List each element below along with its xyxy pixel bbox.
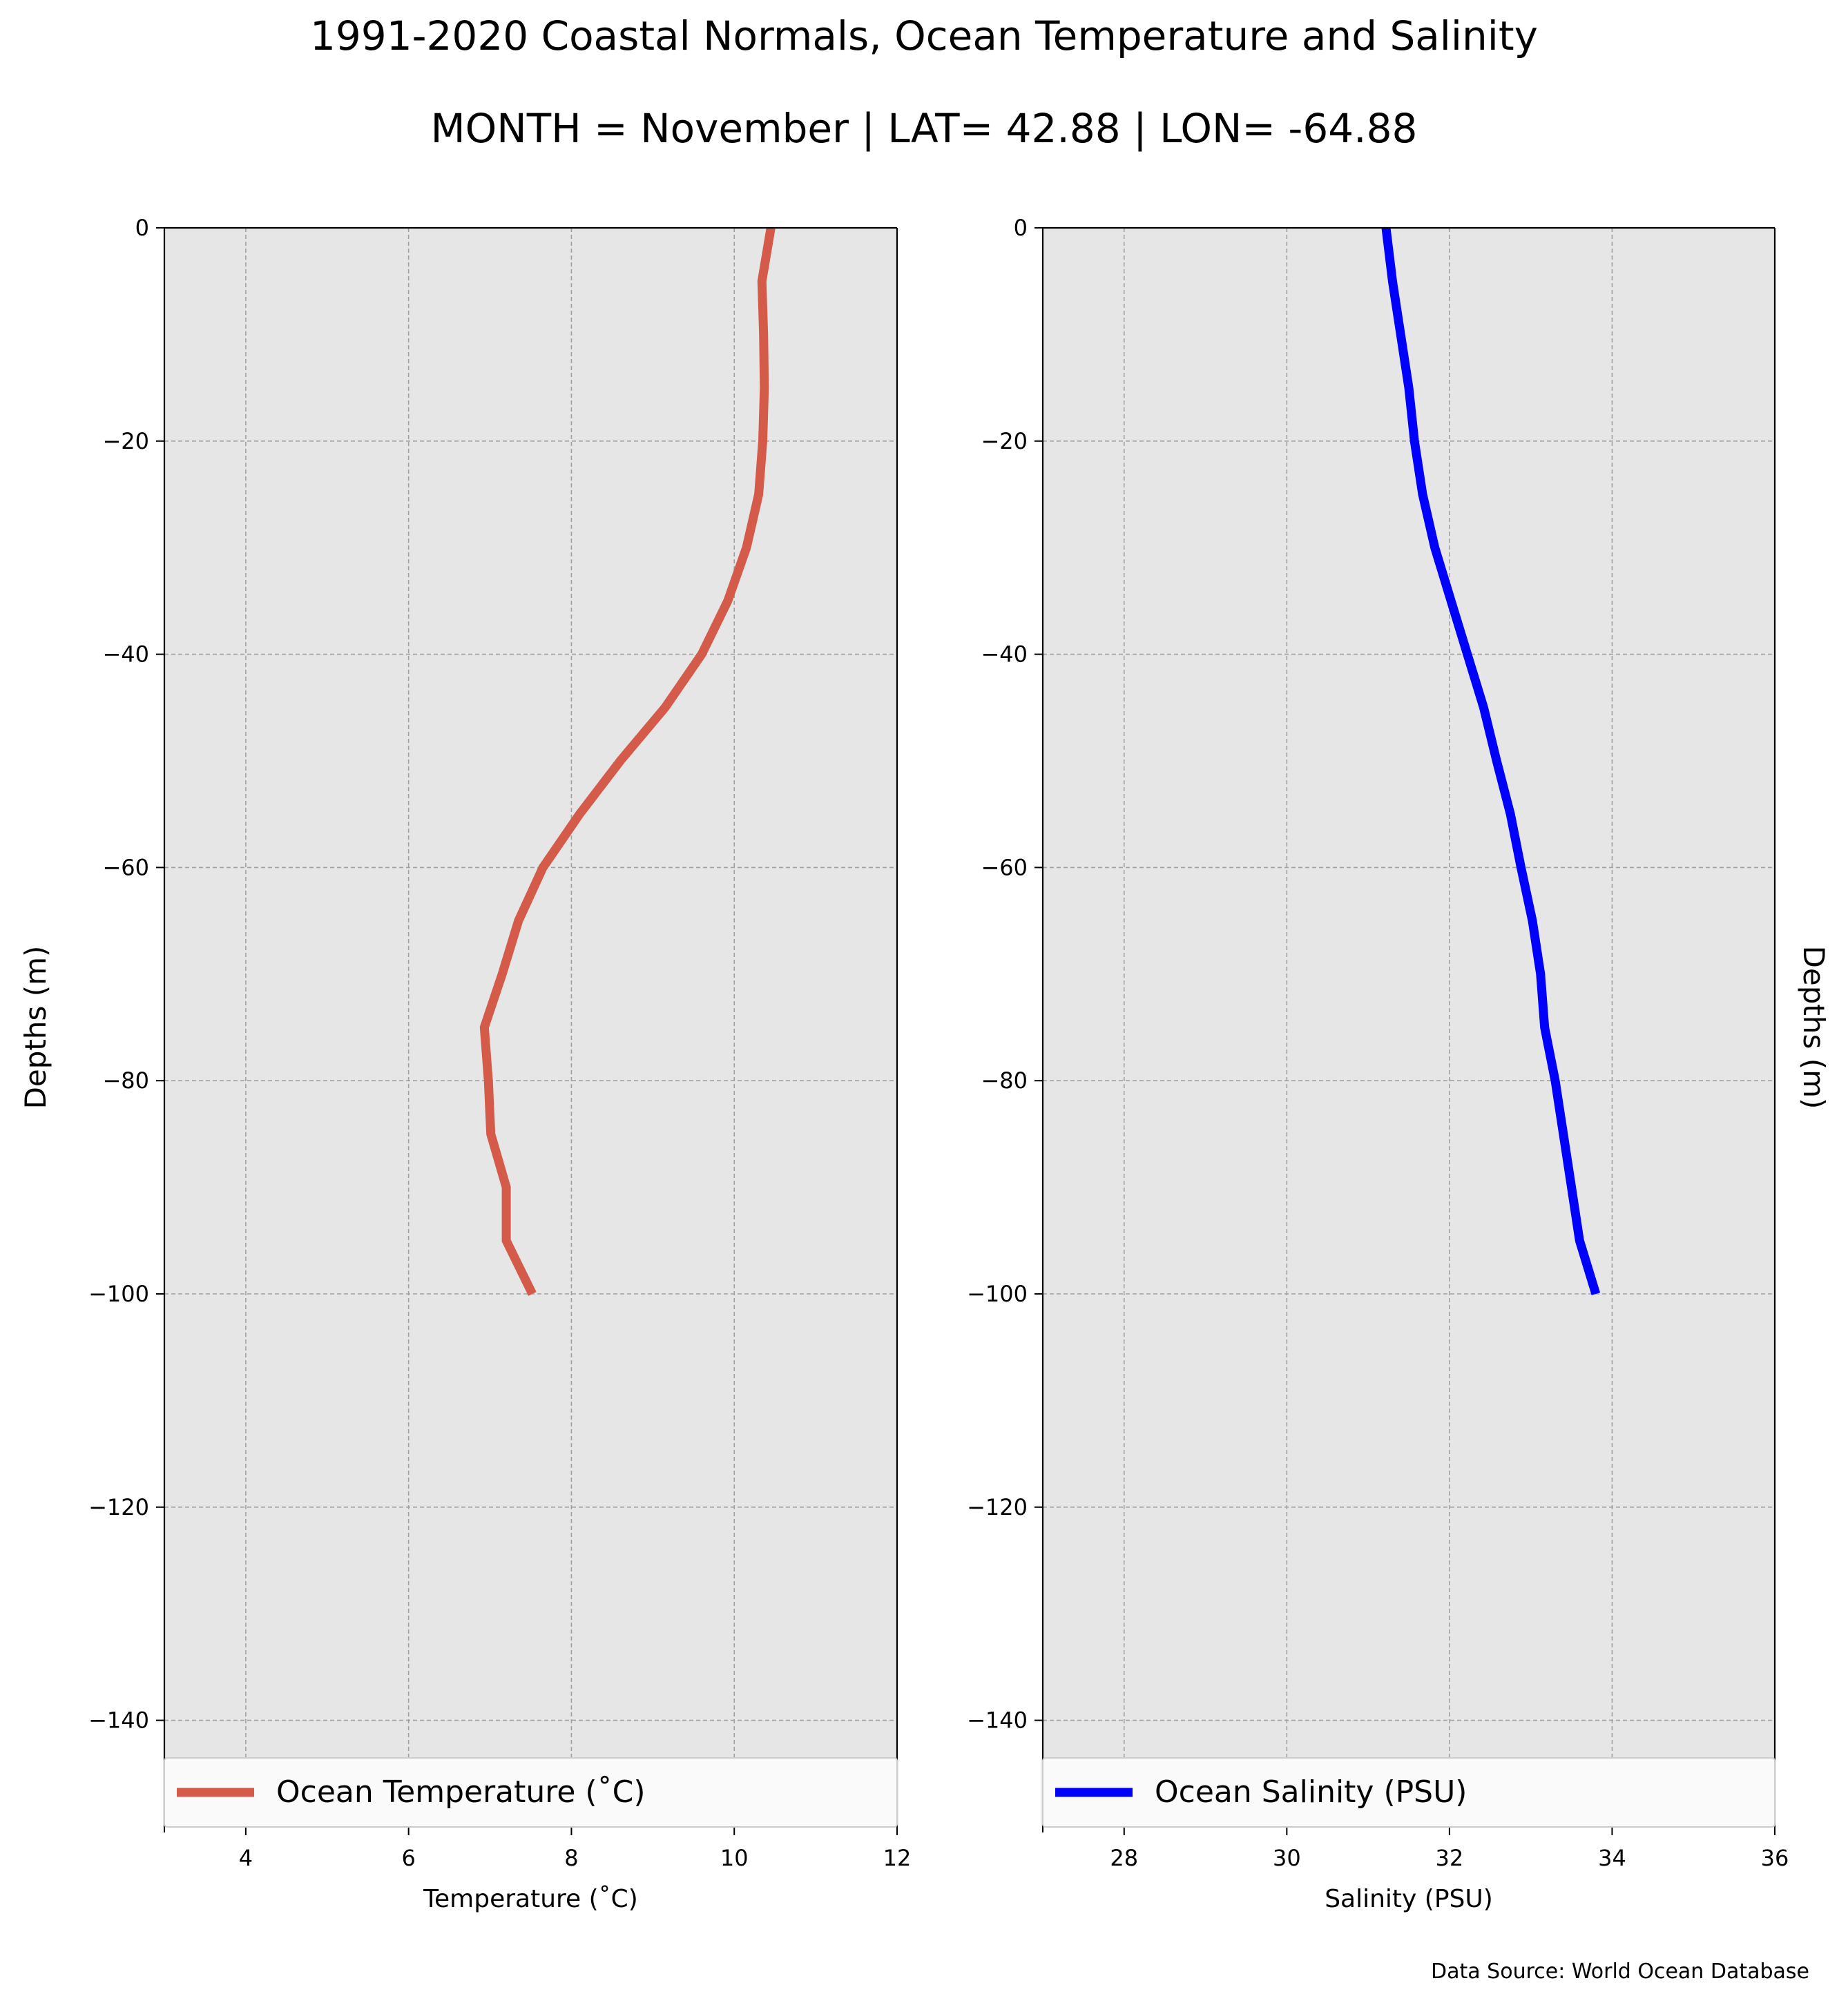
temperature-panel: 0 −20 −40 −60 −80 −100 −120 −140 4 6 8 10 12 Ocean Te… — [19, 215, 911, 1913]
temperature-y-tick-label: −20 — [102, 428, 149, 454]
salinity-y-tick-label: 0 — [1014, 215, 1028, 241]
salinity-legend-box — [1042, 1757, 1775, 1828]
temperature-x-tick-label: 10 — [720, 1845, 749, 1871]
salinity-x-tick-label: 28 — [1110, 1845, 1138, 1871]
temperature-x-tick-label: 4 — [239, 1845, 253, 1871]
temperature-legend-label: Ocean Temperature (˚C) — [276, 1774, 646, 1810]
salinity-x-tick-label: 34 — [1598, 1845, 1626, 1871]
salinity-y-tick-label: −80 — [981, 1067, 1028, 1094]
temperature-y-tick-label: −40 — [102, 641, 149, 668]
salinity-y-axis-label: Depths (m) — [1797, 946, 1831, 1110]
temperature-y-tick-label: −100 — [88, 1281, 149, 1307]
temperature-y-tick-label: −140 — [88, 1707, 149, 1734]
temperature-y-tick-label: −60 — [102, 854, 149, 880]
salinity-y-tick-label: −20 — [981, 428, 1028, 454]
chart-subtitle: MONTH = November | LAT= 42.88 | LON= -64… — [430, 105, 1418, 152]
salinity-panel: 0 −20 −40 −60 −80 −100 −120 −140 28 30 32 34 36 Ocean… — [967, 215, 1831, 1913]
temperature-legend: Ocean Temperature (˚C) — [164, 1757, 898, 1828]
temperature-x-tick-label: 12 — [883, 1845, 912, 1871]
temperature-x-tick-label: 6 — [401, 1845, 415, 1871]
salinity-x-axis-label: Salinity (PSU) — [1325, 1885, 1493, 1913]
salinity-legend: Ocean Salinity (PSU) — [1042, 1757, 1775, 1828]
chart-title: 1991-2020 Coastal Normals, Ocean Tempera… — [310, 12, 1538, 59]
temperature-y-axis-label: Depths (m) — [19, 946, 52, 1110]
data-source-note: Data Source: World Ocean Database — [1431, 1960, 1809, 1984]
salinity-y-tick-label: −40 — [981, 641, 1028, 668]
salinity-y-tick-label: −60 — [981, 854, 1028, 880]
temperature-x-axis-label: Temperature (˚C) — [423, 1885, 638, 1913]
temperature-y-tick-label: −80 — [102, 1067, 149, 1094]
temperature-series-line — [479, 226, 776, 1296]
temperature-y-tick-label: −120 — [88, 1494, 149, 1520]
salinity-y-tick-label: −100 — [967, 1281, 1028, 1307]
salinity-y-tick-label: −120 — [967, 1494, 1028, 1520]
salinity-x-tick-label: 32 — [1436, 1845, 1464, 1871]
salinity-x-tick-label: 30 — [1273, 1845, 1301, 1871]
salinity-plot-background — [1043, 228, 1775, 1827]
temperature-legend-box — [164, 1757, 898, 1828]
salinity-series-line — [1381, 227, 1601, 1295]
temperature-y-tick-label: 0 — [135, 215, 149, 241]
salinity-y-tick-label: −140 — [967, 1707, 1028, 1734]
temperature-plot-background — [164, 228, 897, 1827]
temperature-x-tick-label: 8 — [564, 1845, 578, 1871]
salinity-legend-label: Ocean Salinity (PSU) — [1155, 1774, 1467, 1810]
salinity-x-tick-label: 36 — [1761, 1845, 1789, 1871]
